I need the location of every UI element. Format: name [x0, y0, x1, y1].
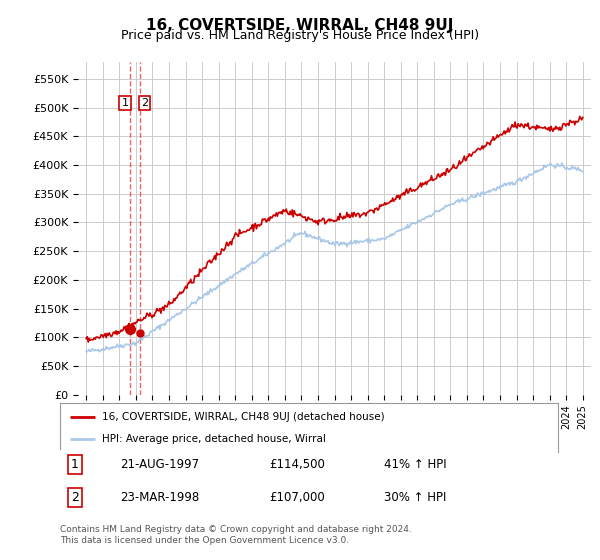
- Text: HPI: Average price, detached house, Wirral: HPI: Average price, detached house, Wirr…: [103, 434, 326, 444]
- Text: £114,500: £114,500: [269, 458, 325, 472]
- Text: 16, COVERTSIDE, WIRRAL, CH48 9UJ: 16, COVERTSIDE, WIRRAL, CH48 9UJ: [146, 18, 454, 33]
- Text: 41% ↑ HPI: 41% ↑ HPI: [384, 458, 446, 472]
- Text: £107,000: £107,000: [269, 491, 325, 505]
- Text: 1: 1: [121, 98, 128, 108]
- Text: Contains HM Land Registry data © Crown copyright and database right 2024.
This d: Contains HM Land Registry data © Crown c…: [60, 525, 412, 545]
- Text: Price paid vs. HM Land Registry's House Price Index (HPI): Price paid vs. HM Land Registry's House …: [121, 29, 479, 42]
- Text: 2: 2: [71, 491, 79, 505]
- Text: 23-MAR-1998: 23-MAR-1998: [120, 491, 199, 505]
- Text: 1: 1: [71, 458, 79, 472]
- Text: 30% ↑ HPI: 30% ↑ HPI: [384, 491, 446, 505]
- Text: 2: 2: [141, 98, 148, 108]
- Text: 16, COVERTSIDE, WIRRAL, CH48 9UJ (detached house): 16, COVERTSIDE, WIRRAL, CH48 9UJ (detach…: [103, 412, 385, 422]
- Text: 21-AUG-1997: 21-AUG-1997: [120, 458, 199, 472]
